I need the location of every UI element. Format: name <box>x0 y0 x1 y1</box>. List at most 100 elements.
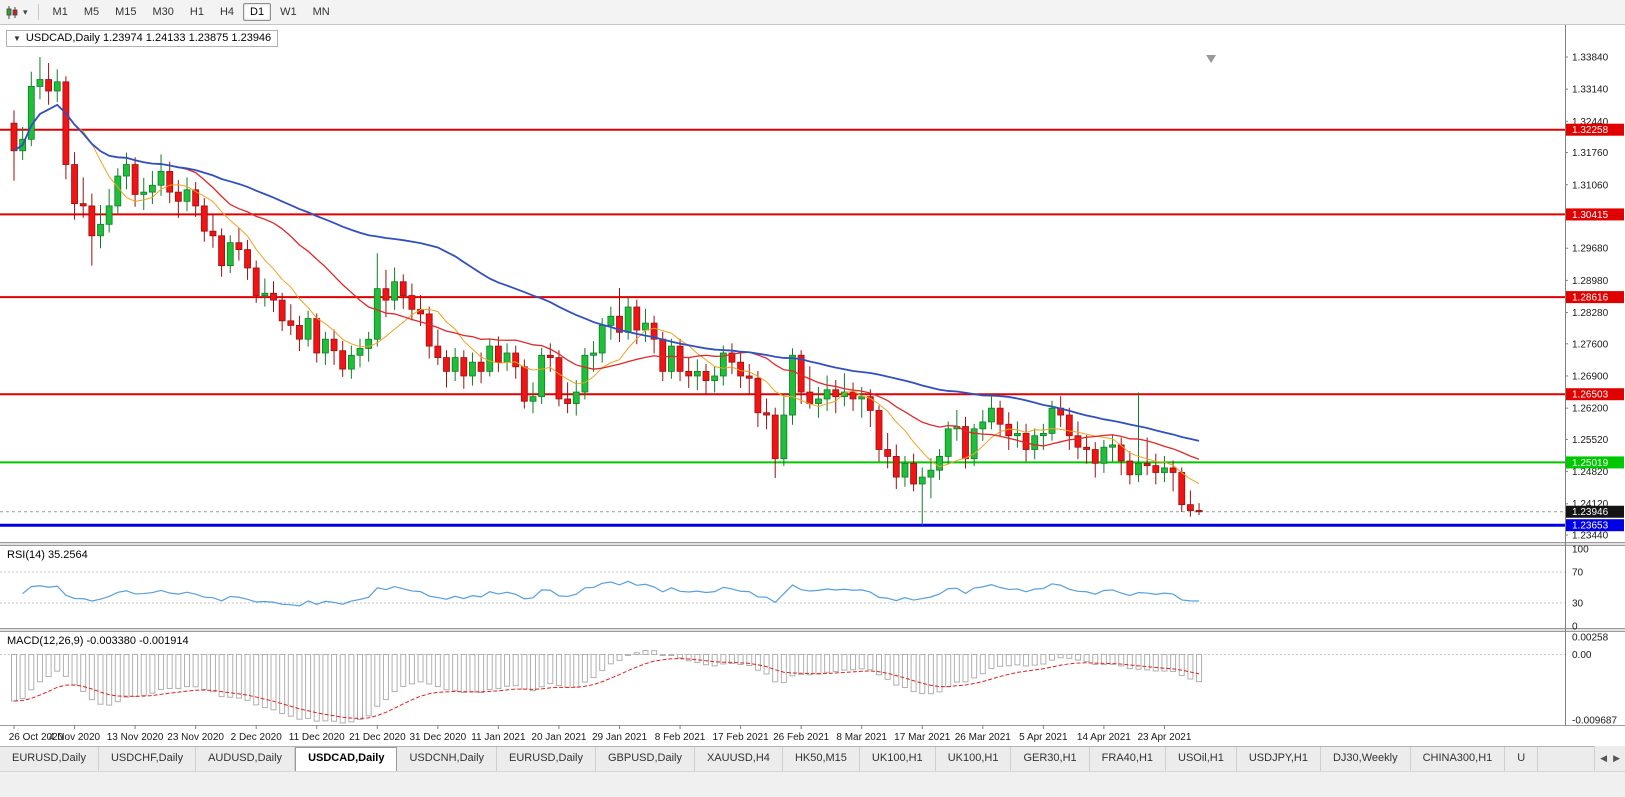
macd-histogram-bar <box>919 653 926 694</box>
chart-tab-CHINA300-H1[interactable]: CHINA300,H1 <box>1410 747 1506 771</box>
candlestick <box>659 338 667 372</box>
macd-histogram-bar <box>694 653 701 663</box>
macd-histogram-bar <box>668 653 675 656</box>
candlestick <box>806 391 814 404</box>
candlestick <box>304 318 312 340</box>
candlestick <box>36 79 44 87</box>
price-chart-canvas[interactable]: 1.338401.331401.324401.317601.310601.303… <box>0 25 1625 746</box>
candlestick <box>832 389 840 398</box>
level-badge-1.28616 <box>1566 291 1624 304</box>
candlestick <box>607 315 615 326</box>
macd-histogram-bar <box>184 653 190 688</box>
candlestick <box>901 462 909 478</box>
timeframe-button-MN[interactable]: MN <box>306 3 337 21</box>
candlestick <box>944 428 952 457</box>
macd-histogram-bar <box>1161 653 1168 672</box>
price-tick-label: 1.33140 <box>1572 85 1609 96</box>
tab-scroll-right-icon[interactable]: ▶ <box>1613 753 1620 763</box>
timeframe-button-M1[interactable]: M1 <box>46 3 75 21</box>
candlestick <box>693 370 701 377</box>
chart-tab-USDCHF-Daily[interactable]: USDCHF,Daily <box>98 747 197 771</box>
candlestick <box>512 352 520 368</box>
macd-histogram-bar <box>400 653 407 688</box>
macd-histogram-bar <box>521 653 528 690</box>
price-tick-label: 1.32440 <box>1572 117 1609 128</box>
candlestick <box>183 189 191 202</box>
macd-histogram-bar <box>71 653 78 686</box>
macd-histogram-bar <box>651 650 658 655</box>
chart-tab-USDCAD-Daily[interactable]: USDCAD,Daily <box>295 747 398 771</box>
macd-histogram-bar <box>452 653 459 691</box>
chart-dropdown-icon[interactable]: ▾ <box>23 6 28 17</box>
macd-tick-label: -0.009687 <box>1572 716 1617 727</box>
timeframe-button-H1[interactable]: H1 <box>183 3 211 21</box>
chart-tab-U[interactable]: U <box>1505 747 1539 771</box>
macd-histogram-bar <box>486 653 493 690</box>
chart-tab-EURUSD-Daily[interactable]: EURUSD,Daily <box>497 747 596 771</box>
macd-histogram-bar <box>331 653 338 722</box>
candlestick <box>771 414 779 460</box>
candlestick <box>79 203 87 207</box>
chart-tab-GBPUSD-Daily[interactable]: GBPUSD,Daily <box>596 747 695 771</box>
macd-histogram-bar <box>1092 653 1099 665</box>
tab-scroll-left-icon[interactable]: ◀ <box>1600 753 1608 763</box>
price-tick-label: 1.28980 <box>1572 276 1609 287</box>
chart-background <box>0 25 1625 746</box>
candlestick <box>62 81 70 165</box>
chart-tab-bar: EURUSD,Daily USDCHF,Daily AUDUSD,Daily USDC… <box>0 746 1625 771</box>
candlestick <box>555 357 563 400</box>
level-badge-1.32258 <box>1566 123 1624 136</box>
candlestick <box>1031 435 1039 450</box>
candlestick <box>529 396 537 402</box>
timeframe-button-M5[interactable]: M5 <box>77 3 106 21</box>
chart-tab-DJ30-Weekly[interactable]: DJ30,Weekly <box>1320 747 1411 771</box>
chart-tab-USDJPY-H1[interactable]: USDJPY,H1 <box>1236 747 1321 771</box>
timeframe-button-H4[interactable]: H4 <box>213 3 241 21</box>
macd-histogram-bar <box>201 653 208 690</box>
chart-tab-EURUSD-Daily[interactable]: EURUSD,Daily <box>0 747 99 771</box>
chart-tab-FRA40-H1[interactable]: FRA40,H1 <box>1089 747 1167 771</box>
macd-histogram-bar <box>867 653 874 671</box>
macd-histogram-bar <box>114 653 121 703</box>
date-label: 11 Dec 2020 <box>289 732 345 743</box>
macd-histogram-bar <box>426 653 433 685</box>
main-chart-window[interactable]: ▼ USDCAD,Daily 1.23974 1.24133 1.23875 1.… <box>0 25 1625 746</box>
chart-type-icon[interactable] <box>5 5 20 20</box>
price-tick-label: 1.29680 <box>1572 244 1609 255</box>
timeframe-button-M15[interactable]: M15 <box>108 3 143 21</box>
date-label: 4 Nov 2020 <box>49 732 101 743</box>
date-label: 23 Nov 2020 <box>167 732 224 743</box>
candlestick <box>157 171 165 186</box>
chart-tab-USDCNH-Daily[interactable]: USDCNH,Daily <box>397 747 498 771</box>
candlestick <box>754 377 762 414</box>
candlestick <box>1109 444 1116 448</box>
price-badge-label: 1.23653 <box>1572 521 1609 532</box>
panel-splitter-1[interactable] <box>0 542 1625 546</box>
macd-histogram-bar <box>728 653 735 664</box>
price-tick-label: 1.27600 <box>1572 339 1609 350</box>
macd-histogram-bar <box>218 653 225 698</box>
macd-histogram-bar <box>953 653 960 683</box>
chart-tab-UK100-H1[interactable]: UK100,H1 <box>935 747 1012 771</box>
chart-shift-marker[interactable] <box>1206 55 1217 63</box>
macd-histogram-bar <box>780 653 787 684</box>
timeframe-button-W1[interactable]: W1 <box>273 3 304 21</box>
chart-tab-XAUUSD-H4[interactable]: XAUUSD,H4 <box>694 747 783 771</box>
panel-splitter-2[interactable] <box>0 628 1625 632</box>
chart-tab-GER30-H1[interactable]: GER30,H1 <box>1011 747 1090 771</box>
collapse-icon[interactable]: ▼ <box>13 34 21 43</box>
chart-tab-HK50-M15[interactable]: HK50,M15 <box>782 747 860 771</box>
macd-histogram-bar <box>1196 653 1203 683</box>
price-tick-label: 1.23440 <box>1572 531 1609 542</box>
chart-tab-USOil-H1[interactable]: USOil,H1 <box>1166 747 1237 771</box>
macd-histogram-bar <box>166 653 173 689</box>
candlestick <box>815 398 822 404</box>
chart-tab-UK100-H1[interactable]: UK100,H1 <box>859 747 936 771</box>
chart-tab-AUDUSD-Daily[interactable]: AUDUSD,Daily <box>196 747 296 771</box>
candlestick <box>10 122 18 152</box>
macd-histogram-bar <box>270 653 277 711</box>
timeframe-button-M30[interactable]: M30 <box>146 3 181 21</box>
price-tick-label: 1.33840 <box>1572 53 1609 64</box>
timeframe-button-D1[interactable]: D1 <box>243 3 272 21</box>
macd-histogram-bar <box>235 653 242 699</box>
